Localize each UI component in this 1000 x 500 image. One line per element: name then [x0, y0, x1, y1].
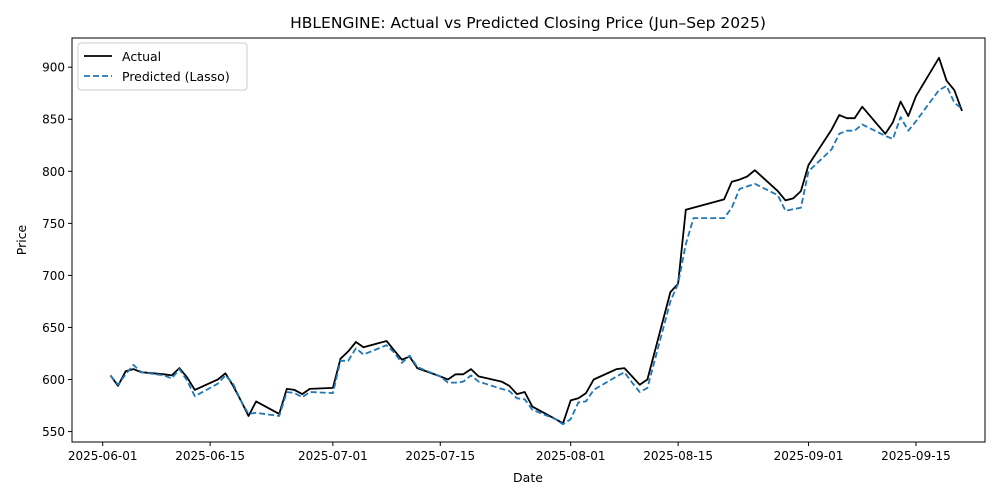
legend-box — [77, 42, 248, 91]
y-tick-label: 850 — [42, 113, 65, 127]
y-tick-label: 800 — [42, 165, 65, 179]
x-tick-label: 2025-06-01 — [68, 449, 138, 463]
y-axis-ticks: 550 600 650 700 750 800 850 900 — [42, 61, 72, 439]
legend: Actual Predicted (Lasso) — [77, 42, 248, 91]
y-tick-label: 550 — [42, 425, 65, 439]
x-tick-label: 2025-09-15 — [881, 449, 951, 463]
x-axis-ticks: 2025-06-01 2025-06-15 2025-07-01 2025-07-15… — [68, 442, 951, 463]
y-axis-label: Price — [14, 224, 29, 255]
x-tick-label: 2025-08-15 — [643, 449, 713, 463]
y-tick-label: 750 — [42, 217, 65, 231]
y-tick-label: 700 — [42, 269, 65, 283]
plot-lines — [109, 56, 963, 426]
legend-label-predicted: Predicted (Lasso) — [122, 69, 230, 84]
legend-label-actual: Actual — [122, 49, 161, 64]
axes-frame — [71, 37, 986, 443]
series-line-predicted — [109, 85, 963, 426]
x-axis-label: Date — [513, 470, 543, 485]
x-tick-label: 2025-08-01 — [536, 449, 606, 463]
x-tick-label: 2025-07-15 — [405, 449, 475, 463]
y-tick-label: 600 — [42, 373, 65, 387]
x-tick-label: 2025-09-01 — [774, 449, 844, 463]
y-tick-label: 650 — [42, 321, 65, 335]
x-tick-label: 2025-06-15 — [175, 449, 245, 463]
y-tick-label: 900 — [42, 61, 65, 75]
x-tick-label: 2025-07-01 — [298, 449, 368, 463]
chart-title: HBLENGINE: Actual vs Predicted Closing P… — [290, 14, 766, 32]
